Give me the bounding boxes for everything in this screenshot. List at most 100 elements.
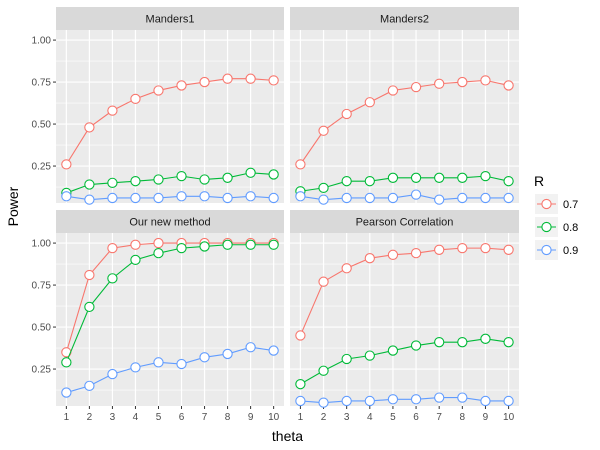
data-point <box>199 352 210 363</box>
legend-key-point <box>541 244 552 256</box>
x-tick-label: 7 <box>202 412 208 423</box>
data-point <box>341 108 352 120</box>
data-point <box>341 176 352 187</box>
y-axis-title: Power <box>5 186 21 226</box>
x-tick-label: 6 <box>179 412 185 423</box>
series-line-0.9 <box>66 346 274 394</box>
x-tick-label: 2 <box>87 412 93 423</box>
x-tick-label: 10 <box>268 412 280 423</box>
facet-strip-label: Manders1 <box>146 14 195 26</box>
y-tick-label: 0.25 <box>32 365 52 376</box>
data-point <box>268 75 279 86</box>
data-point <box>410 248 422 259</box>
facet-strip <box>56 7 284 30</box>
data-point <box>318 397 329 408</box>
data-point <box>107 273 118 284</box>
data-point <box>84 122 95 133</box>
series-line-0.7 <box>299 247 509 336</box>
data-point <box>457 172 468 183</box>
data-point <box>130 239 141 250</box>
data-point <box>153 237 164 249</box>
data-point <box>364 350 375 361</box>
data-point <box>199 76 210 88</box>
series-line-0.9 <box>300 397 509 404</box>
data-point <box>503 244 514 255</box>
data-point <box>61 357 72 368</box>
series-line-0.7 <box>65 242 274 353</box>
x-tick-label: 9 <box>248 412 254 423</box>
x-axis-title: theta <box>272 428 303 444</box>
data-point <box>503 192 514 204</box>
data-point <box>295 330 306 341</box>
panel-background <box>56 233 284 406</box>
data-point <box>199 174 210 185</box>
data-point <box>434 78 445 89</box>
facet-strip <box>290 210 519 233</box>
series-line-0.8 <box>300 338 509 385</box>
data-point <box>107 368 118 380</box>
data-point <box>176 80 187 91</box>
data-point <box>107 192 118 204</box>
data-point <box>222 172 233 183</box>
data-point <box>318 182 329 194</box>
data-point <box>295 191 306 202</box>
x-tick-label: 4 <box>133 412 139 423</box>
data-point <box>434 194 445 205</box>
data-point <box>410 189 422 200</box>
data-point <box>341 395 352 407</box>
data-point <box>295 159 306 170</box>
data-point <box>410 172 422 183</box>
data-point <box>153 357 164 368</box>
panel-background <box>290 233 519 406</box>
x-tick-label: 8 <box>225 412 231 423</box>
data-point <box>434 172 445 183</box>
data-point <box>364 253 375 264</box>
x-tick-label: 5 <box>390 412 396 423</box>
data-point <box>130 254 141 266</box>
series-line-0.8 <box>300 175 509 192</box>
data-point <box>84 269 95 281</box>
data-point <box>341 192 352 204</box>
y-tick-label: 0.50 <box>32 120 52 131</box>
x-tick-label: 4 <box>367 412 373 423</box>
data-point <box>457 392 468 403</box>
facet-strip <box>56 210 284 233</box>
x-tick-label: 5 <box>156 412 162 423</box>
data-point <box>387 85 399 96</box>
data-point <box>434 244 445 255</box>
data-point <box>222 192 233 204</box>
series-line-0.9 <box>66 195 274 201</box>
data-point <box>503 176 514 187</box>
data-point <box>387 394 399 405</box>
data-point <box>503 80 514 91</box>
y-tick-label: 0.75 <box>32 281 52 292</box>
legend-label: 0.7 <box>563 199 578 211</box>
data-point <box>410 81 422 93</box>
legend-label: 0.8 <box>563 222 578 234</box>
x-tick-label: 6 <box>413 412 419 423</box>
data-point <box>457 192 468 204</box>
data-point <box>61 159 72 170</box>
data-point <box>245 239 256 250</box>
data-point <box>457 337 468 348</box>
data-point <box>295 379 306 390</box>
data-point <box>199 241 210 252</box>
data-point <box>199 191 210 202</box>
y-tick-label: 0.75 <box>32 78 52 89</box>
y-tick-label: 0.25 <box>32 162 52 173</box>
legend-key-point <box>541 221 552 233</box>
data-point <box>107 242 118 254</box>
data-point <box>268 239 279 250</box>
facet-panel-1: Manders2 <box>290 7 519 205</box>
data-point <box>387 172 399 183</box>
data-point <box>364 97 375 108</box>
facet-panel-2: Our new method 0.25 0.50 0.75 1.00 1 2 3 4 5 6 7 8 9 1… <box>32 210 284 423</box>
data-point <box>364 395 375 407</box>
data-point <box>153 85 164 96</box>
x-tick-label: 2 <box>321 412 327 423</box>
data-point <box>176 358 187 370</box>
data-point <box>130 93 141 105</box>
facet-strip-label: Manders2 <box>380 14 429 26</box>
data-point <box>84 194 95 205</box>
data-point <box>130 192 141 204</box>
